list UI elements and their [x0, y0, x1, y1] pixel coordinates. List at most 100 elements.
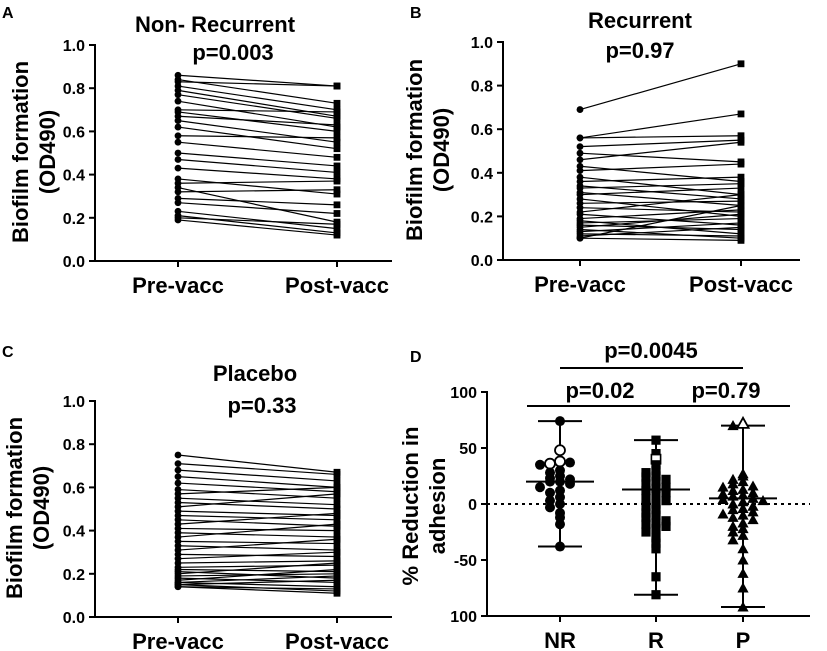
- panel-a-pair-line: [177, 141, 338, 158]
- panel-b-pre-point: [576, 106, 584, 113]
- panel-d-r-point: [651, 510, 661, 520]
- panel-d-r-point: [651, 460, 661, 470]
- panel-a-y-tick-label: 0.4: [63, 168, 85, 185]
- panel-a-pre-point: [174, 132, 182, 140]
- panel-a-pair-line: [177, 109, 338, 113]
- panel-d-r-point: [651, 544, 661, 554]
- panel-d-r-point: [651, 471, 661, 481]
- panel-d-r-point: [641, 485, 651, 496]
- panel-a-post-point: [333, 153, 341, 161]
- panel-d-p-point: [747, 514, 759, 525]
- panel-c-post-point: [333, 559, 341, 567]
- panel-d-comparison-label: p=0.0045: [604, 338, 698, 363]
- panel-b-pair-line: [579, 222, 742, 233]
- panel-a-post-point: [333, 108, 341, 116]
- panel-c-post-point: [333, 566, 341, 573]
- panel-a-post-point: [333, 225, 341, 232]
- panel-c-post-point: [333, 484, 341, 491]
- panel-a-pre-point: [174, 156, 182, 163]
- panel-c-y-tick-label: 0.6: [63, 480, 85, 497]
- panel-b-pair-line: [579, 213, 742, 226]
- panel-b-y-tick-label: 0.2: [471, 209, 493, 226]
- panel-d-p-point: [727, 498, 739, 509]
- panel-a-post-point: [333, 231, 341, 239]
- panel-a-y-tick-label: 1.0: [63, 38, 85, 55]
- panel-a-y-tick-label: 0.0: [63, 254, 85, 271]
- panel-b-post-point: [737, 191, 745, 198]
- panel-b-pair-line: [579, 63, 742, 111]
- panel-a-pre-point: [174, 97, 182, 105]
- panel-d-p-point: [737, 554, 749, 565]
- panel-d-label: D: [410, 349, 422, 366]
- panel-d-x-tick-label: NR: [544, 628, 576, 651]
- panel-d-r-point: [641, 479, 651, 489]
- panel-d-p-point: [747, 487, 759, 498]
- panel-b-pair-line: [579, 152, 742, 163]
- panel-c-pair-line: [177, 523, 338, 538]
- panel-d-p-point: [727, 420, 739, 431]
- panel-a-post-point: [333, 201, 341, 209]
- panel-d-y-tick-label: 100: [450, 609, 477, 626]
- panel-d-p-point: [737, 601, 749, 612]
- panel-b-pre-point: [576, 167, 584, 175]
- panel-c-post-point: [333, 501, 341, 509]
- panel-a-pair-line: [177, 89, 338, 117]
- panel-b-post-point: [737, 110, 745, 118]
- panel-a-post-point: [333, 99, 341, 107]
- panel-d-r-point: [651, 499, 661, 509]
- panel-c-pair-line: [177, 581, 338, 588]
- panel-c-pair-line: [177, 586, 338, 594]
- panel-b-y-tick-label: 0.0: [471, 253, 493, 270]
- panel-a-pair-line: [177, 94, 338, 120]
- panel-d-r-point: [661, 488, 671, 498]
- panel-a-pair-line: [177, 135, 338, 139]
- panel-c-pre-point: [174, 451, 182, 459]
- panel-c-pair-line: [177, 497, 338, 506]
- panel-b-pair-line: [579, 213, 742, 228]
- panel-c-post-point: [333, 576, 341, 584]
- panel-a-pair-line: [177, 85, 338, 111]
- panel-c-post-point: [333, 471, 341, 478]
- panel-d-r-point: [651, 518, 661, 528]
- panel-a-post-point: [333, 210, 341, 217]
- panel-d-nr-point: [535, 459, 545, 470]
- panel-b-y-tick-label: 0.4: [471, 166, 493, 183]
- panel-b-post-point: [737, 232, 745, 240]
- panel-d-p-point: [735, 415, 751, 429]
- panel-a: A Non- Recurrent p=0.003 Biofilm formati…: [2, 5, 392, 298]
- panel-d-p-point: [727, 511, 739, 522]
- panel-d-nr-point: [545, 487, 555, 498]
- panel-b-pvalue: p=0.97: [605, 38, 674, 63]
- panel-d-p-point: [737, 489, 749, 500]
- panel-c-pre-point: [174, 460, 182, 468]
- panel-d-nr-point: [555, 499, 565, 509]
- panel-b-post-point: [737, 197, 745, 205]
- panel-a-pre-point: [174, 199, 182, 207]
- panel-d-r-point: [661, 516, 671, 526]
- panel-d-r-point: [651, 465, 661, 475]
- panel-c-ylabel-line1: Biofilm formation: [2, 417, 27, 599]
- panel-c-pair-line: [177, 586, 338, 590]
- panel-c-pair-line: [177, 538, 338, 551]
- panel-d-r-point: [651, 435, 661, 445]
- panel-c-pair-line: [177, 551, 338, 560]
- panel-d-p-point: [737, 502, 749, 513]
- panel-d-r-point: [651, 477, 661, 487]
- panel-c-pair-line: [177, 488, 338, 499]
- panel-a-pair-line: [177, 217, 338, 225]
- panel-c-ylabel-line2: (OD490): [29, 466, 54, 550]
- panel-c-x-tick-label: Post-vacc: [285, 629, 389, 651]
- panel-d-p-point: [727, 484, 739, 496]
- panel-a-ylabel-line2: (OD490): [35, 110, 60, 194]
- panel-c-pair-line: [177, 562, 338, 575]
- panel-b-post-point: [737, 223, 745, 231]
- panel-c-post-point: [333, 585, 341, 593]
- panel-c-pair-line: [177, 469, 338, 482]
- panel-d-y-tick-label: -50: [454, 553, 477, 570]
- panel-d-nr-point: [535, 482, 545, 493]
- panel-d-p-point: [737, 523, 749, 534]
- panel-b-pair-line: [579, 237, 742, 241]
- panel-c-title: Placebo: [213, 361, 297, 386]
- panel-c-post-point: [333, 509, 341, 517]
- panel-b-pair-line: [579, 141, 742, 161]
